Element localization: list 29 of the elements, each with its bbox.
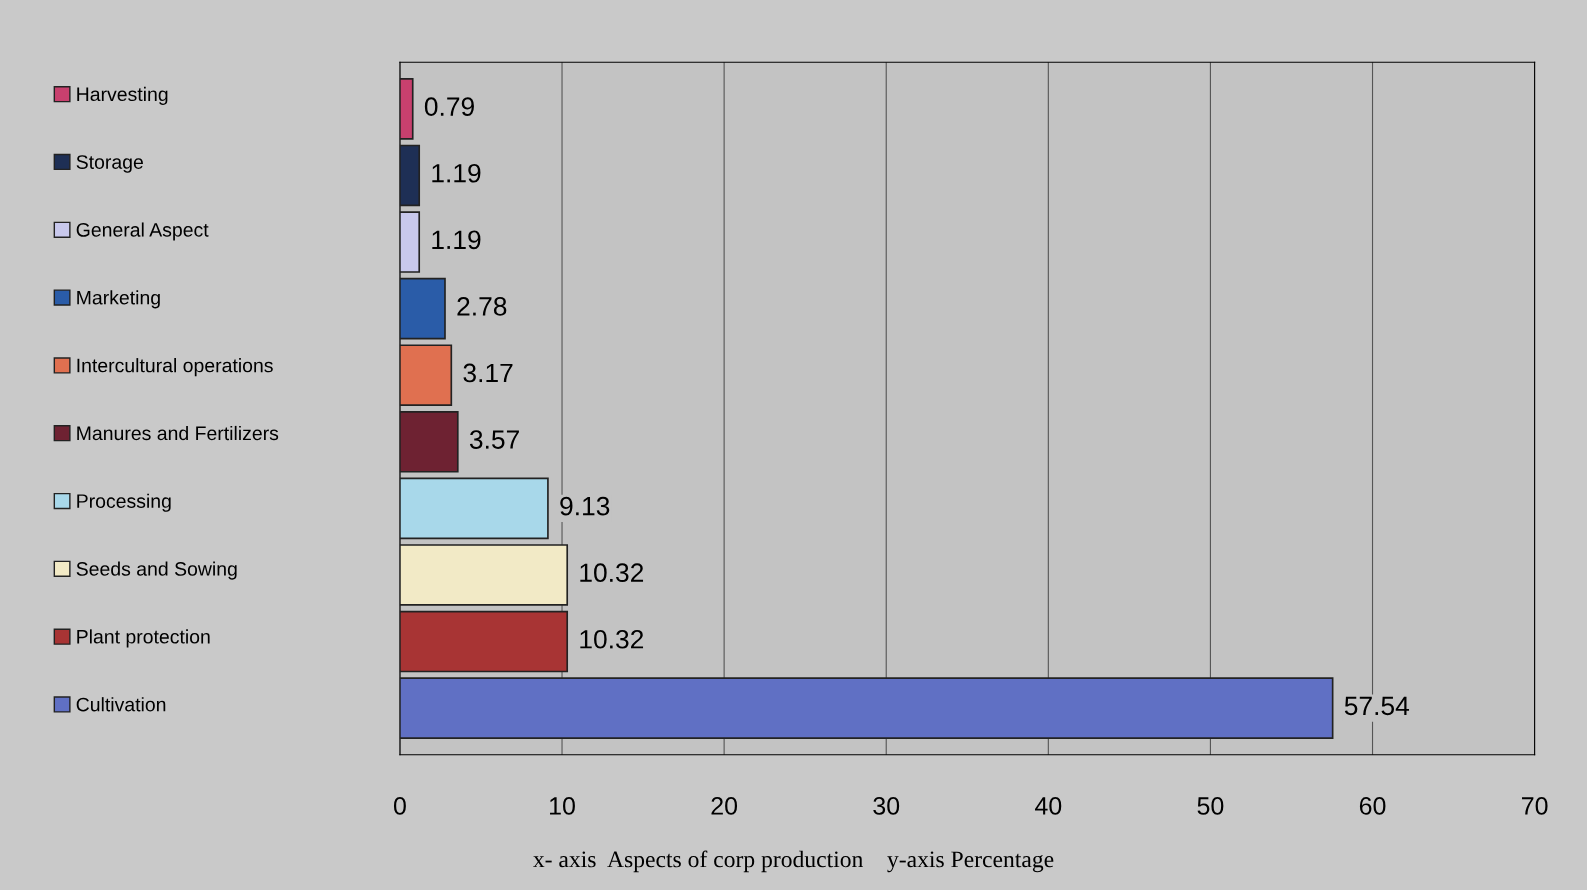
data-label: 9.13 [560, 496, 610, 516]
data-label: 3.17 [463, 363, 513, 383]
x-tick-label: 60 [1359, 797, 1386, 815]
data-label: 3.57 [469, 430, 519, 449]
legend-label: Seeds and Sowing [76, 561, 237, 580]
legend-label: Harvesting [77, 86, 168, 105]
x-tick-label: 70 [1522, 797, 1548, 815]
data-label: 2.78 [457, 297, 507, 316]
x-tick-label: 50 [1197, 797, 1224, 815]
legend-label: General Aspect [76, 222, 209, 241]
legend-label: Marketing [77, 290, 160, 309]
legend-label: Intercultural operations [77, 358, 273, 377]
legend-label: Storage [76, 155, 143, 173]
data-label: 0.79 [424, 97, 474, 116]
x-tick-label: 20 [711, 797, 738, 815]
x-tick-label: 30 [873, 797, 900, 815]
data-label: 10.32 [580, 563, 644, 583]
text: x- axis Aspects of corp production y-axis Percentage [533, 850, 1054, 873]
legend-label: Cultivation [76, 697, 166, 712]
legend-label: Processing [77, 493, 171, 512]
data-label: 1.19 [432, 163, 481, 183]
x-tick-label: 40 [1035, 797, 1062, 815]
legend-label: Manures and Fertilizers [77, 425, 279, 441]
x-tick-label: 0 [393, 797, 406, 815]
x-tick-label: 10 [550, 797, 575, 815]
data-label: 1.19 [432, 230, 481, 250]
data-label: 57.54 [1344, 696, 1410, 716]
data-label: 10.32 [580, 629, 644, 649]
legend-label: Plant protection [77, 629, 210, 648]
